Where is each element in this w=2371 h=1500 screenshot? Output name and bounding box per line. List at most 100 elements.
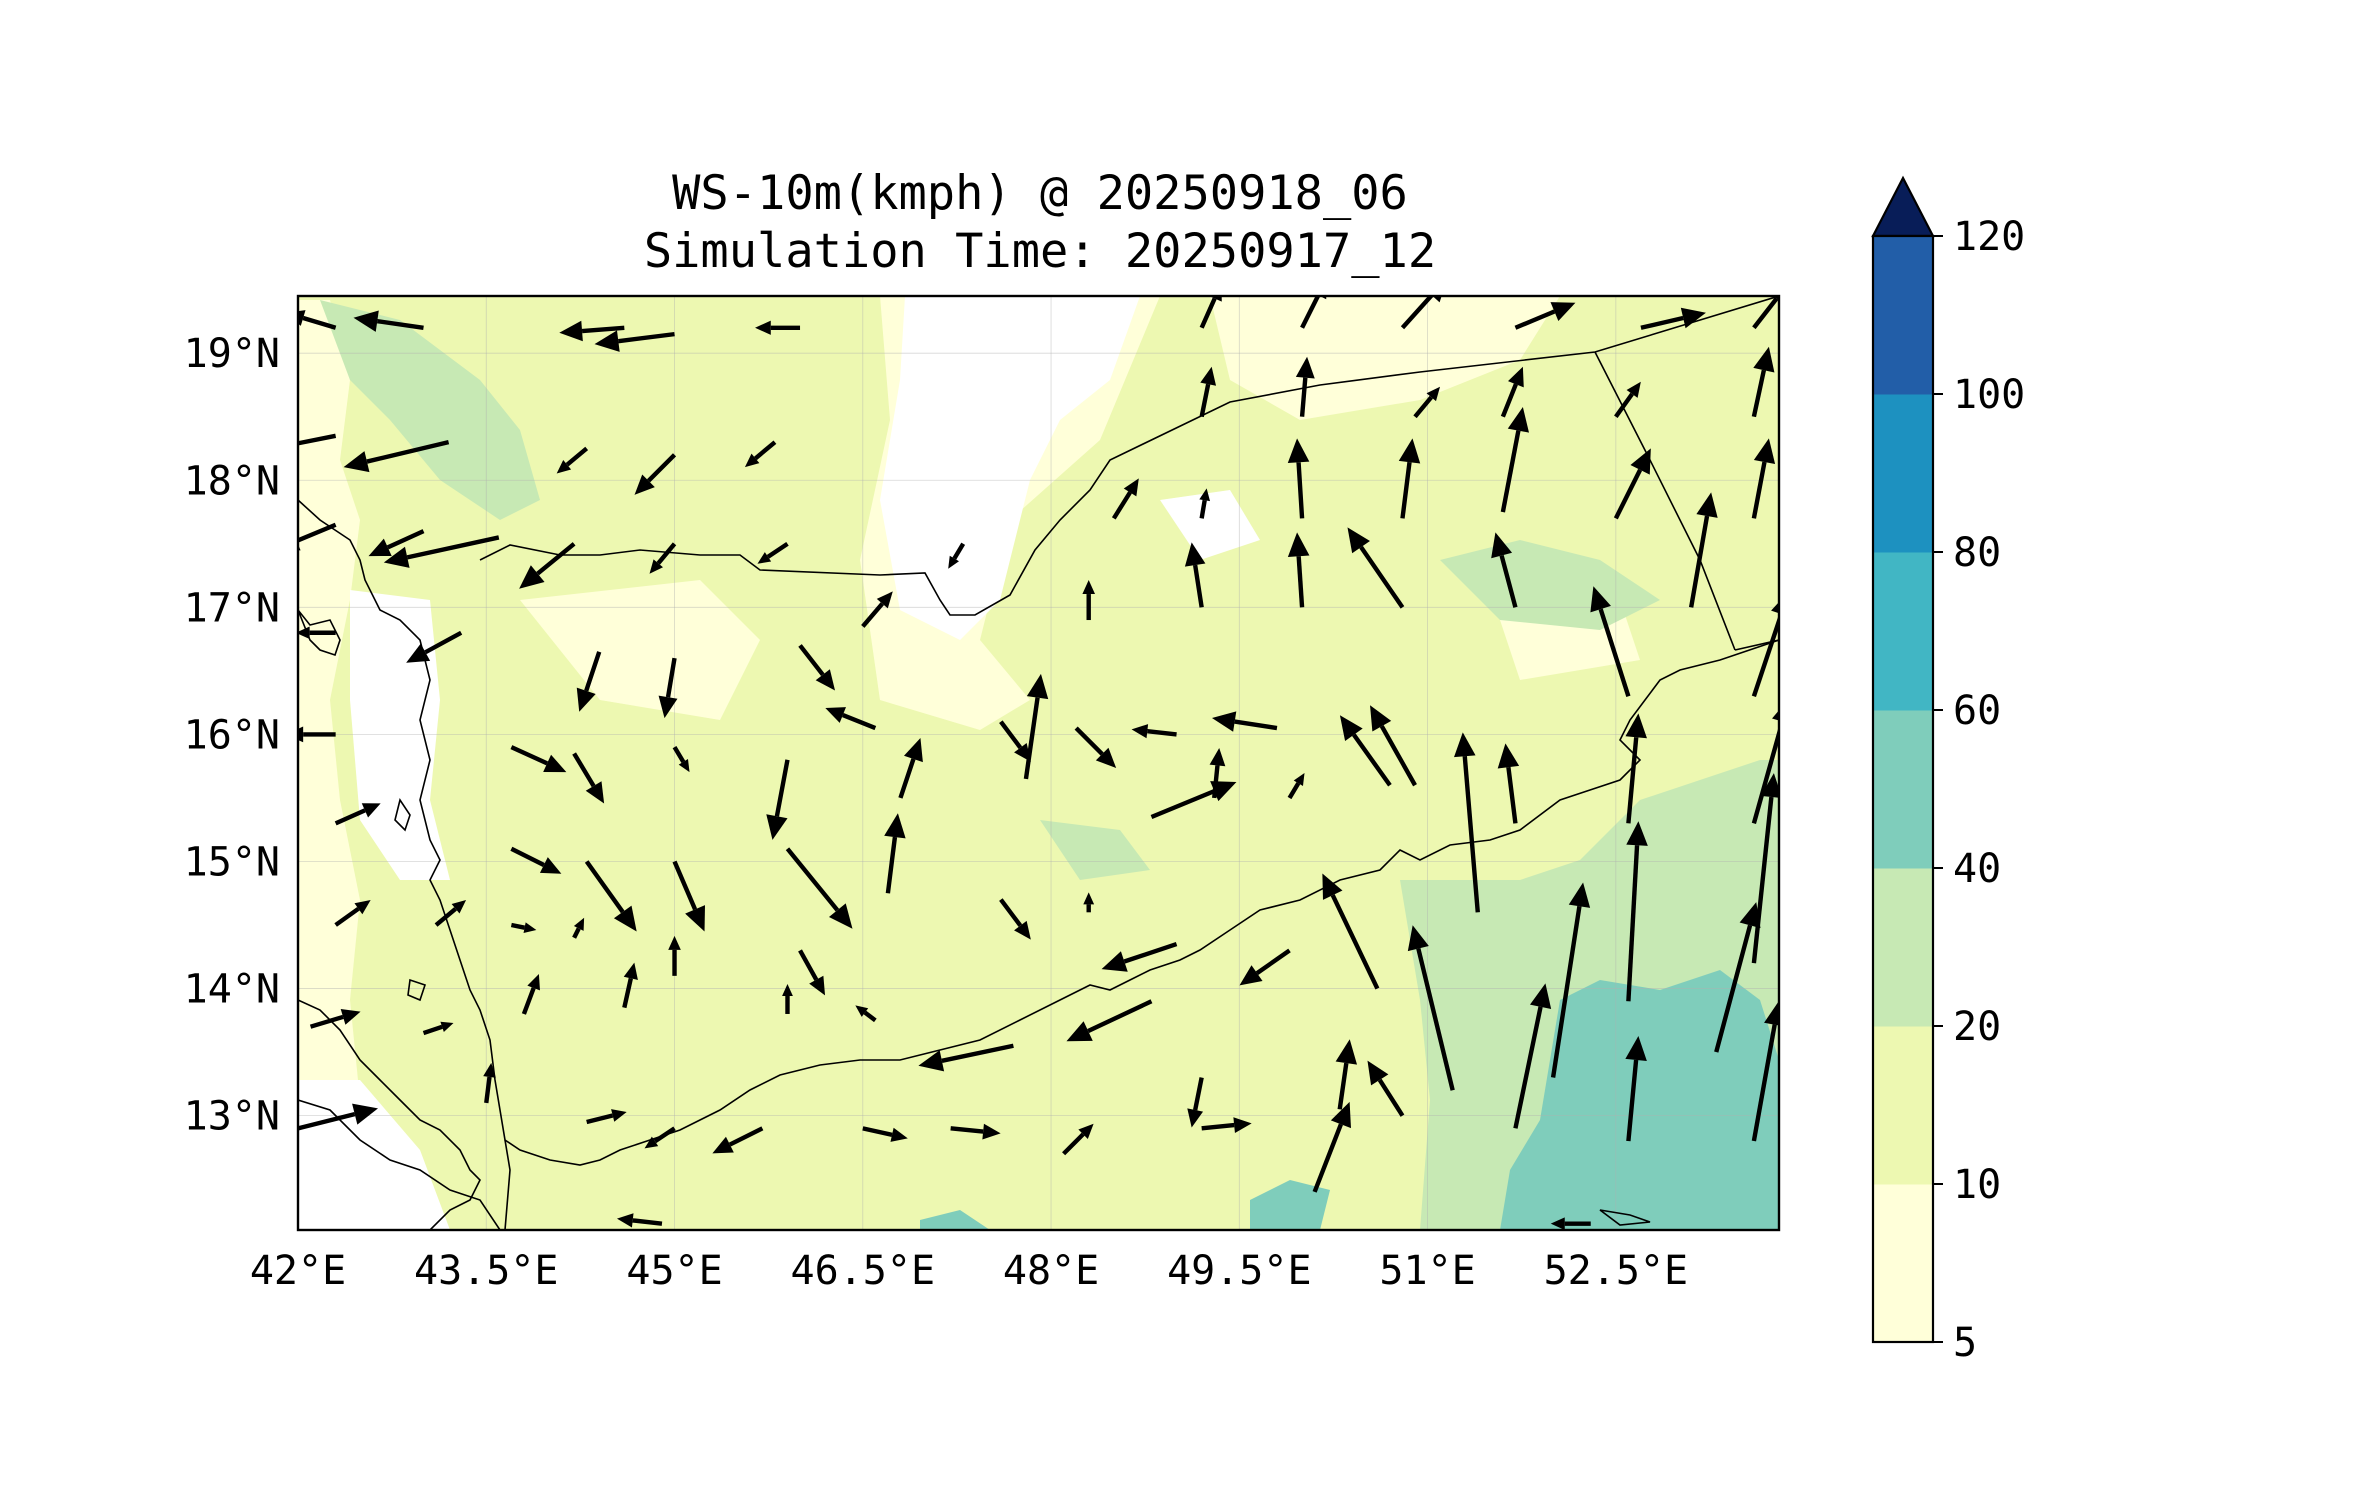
wind-vector — [1287, 532, 1310, 608]
wind-vector — [584, 860, 637, 932]
wind-vector — [1187, 1077, 1204, 1128]
wind-vector — [434, 900, 467, 927]
longitude-tick-label: 45°E — [626, 1248, 722, 1294]
wind-vector — [918, 1043, 1014, 1072]
wind-vector — [572, 917, 585, 939]
wind-vector — [1454, 732, 1480, 913]
wind-vector — [1491, 532, 1518, 608]
wind-vector — [559, 320, 625, 342]
wind-vector — [510, 922, 537, 933]
colorbar-segment — [1873, 710, 1933, 869]
colorbar-segment — [1873, 1026, 1933, 1185]
wind-vector — [999, 898, 1031, 940]
wind-vector — [1626, 821, 1648, 1002]
wind-vector — [855, 1005, 877, 1023]
wind-vector — [622, 962, 638, 1009]
colorbar-segment — [1873, 1184, 1933, 1343]
wind-vector — [1074, 726, 1117, 769]
wind-vector — [1688, 492, 1718, 608]
wind-vector — [1312, 1101, 1351, 1193]
wind-vector — [658, 657, 678, 719]
wind-vector — [672, 860, 705, 932]
wind-vector — [1082, 580, 1096, 621]
colorbar-tick-label: 10 — [1953, 1162, 2001, 1208]
map-panel: 42°E 43.5°E 45°E 46.5°E 48°E 49.5°E 51°E 52.5°E… — [184, 294, 1781, 1294]
colorbar-tick-label: 60 — [1953, 688, 2001, 734]
longitude-tick-label: 51°E — [1379, 1248, 1475, 1294]
colorbar: 5 10 20 40 60 80 100 120 — [1871, 175, 2025, 1366]
longitude-tick-label: 43.5°E — [414, 1248, 559, 1294]
latitude-tick-label: 16°N — [184, 712, 280, 758]
wind-speed-fill — [298, 296, 1779, 1230]
wind-vector — [298, 1103, 378, 1131]
map-frame — [296, 294, 1781, 1232]
wind-vector — [757, 541, 789, 564]
latitude-tick-label: 13°N — [184, 1094, 280, 1140]
wind-vector — [644, 1126, 676, 1149]
latitude-tick-label: 15°N — [184, 839, 280, 885]
breeze-zone-northwest — [320, 300, 540, 520]
wind-vector — [1590, 586, 1631, 697]
graticule — [298, 296, 1779, 1230]
wind-vector — [862, 1126, 908, 1142]
wind-vector — [634, 453, 677, 495]
latitude-tick-label: 19°N — [184, 331, 280, 377]
wind-vector — [298, 626, 336, 640]
latitude-tick-label: 18°N — [184, 458, 280, 504]
longitude-axis: 42°E 43.5°E 45°E 46.5°E 48°E 49.5°E 51°E 52.5°E — [250, 1248, 1688, 1294]
longitude-tick-label: 48°E — [1003, 1248, 1099, 1294]
wind-vector — [1083, 892, 1095, 913]
wind-vector — [898, 737, 923, 799]
map-title: WS-10m(kmph) @ 20250918_06 — [672, 166, 1408, 221]
wind-vector — [1513, 983, 1552, 1129]
colorbar-segments — [1873, 236, 1933, 1343]
wind-vector — [1407, 925, 1455, 1091]
arabian-coastline — [298, 499, 1779, 1166]
wind-vector — [368, 529, 425, 557]
wind-vector — [1514, 302, 1576, 330]
wind-vector — [594, 330, 675, 352]
wind-vector — [309, 1009, 361, 1029]
wind-vector — [1497, 743, 1520, 824]
wind-vector — [1201, 1117, 1252, 1133]
wind-vector — [298, 310, 337, 330]
wind-vector — [1211, 711, 1278, 732]
wind-vector — [712, 1126, 764, 1154]
wind-vector — [510, 745, 567, 773]
wind-vector — [999, 720, 1031, 762]
wind-vector — [782, 983, 793, 1014]
wind-vector — [1295, 356, 1315, 417]
wind-vector — [1370, 705, 1417, 787]
wind-vector — [1199, 296, 1222, 329]
colorbar-segment — [1873, 236, 1933, 395]
wind-vector — [406, 630, 463, 663]
latitude-axis: 19°N 18°N 17°N 16°N 15°N 14°N 13°N — [184, 331, 280, 1139]
wind-vector — [1239, 948, 1291, 986]
wind-vector — [785, 847, 853, 929]
wind-vector — [1347, 527, 1405, 609]
colorbar-segment — [1873, 394, 1933, 553]
strong-wind-zone-small — [920, 1210, 990, 1230]
colorbar-tick-label: 100 — [1953, 372, 2025, 418]
wind-vector — [1335, 1039, 1358, 1110]
wind-vector — [556, 446, 589, 474]
colorbar-frame — [1871, 234, 1935, 1344]
wind-vector — [884, 813, 906, 894]
wind-vector — [672, 745, 690, 773]
wind-vector — [1550, 882, 1591, 1078]
strong-wind-zone-south — [1250, 1180, 1330, 1230]
latitude-tick-label: 14°N — [184, 967, 280, 1013]
wind-vector — [1131, 724, 1177, 739]
wind-vectors — [298, 296, 1779, 1230]
wind-vector — [334, 803, 381, 826]
wind-vector — [798, 644, 836, 691]
longitude-tick-label: 49.5°E — [1167, 1248, 1312, 1294]
wind-vector — [298, 433, 337, 446]
wind-vector — [1613, 448, 1651, 520]
wind-vector — [1500, 407, 1529, 513]
wind-vector — [1751, 346, 1775, 418]
wind-vector — [572, 752, 605, 804]
farasan-islands — [298, 609, 341, 657]
wind-vector — [1184, 542, 1206, 608]
